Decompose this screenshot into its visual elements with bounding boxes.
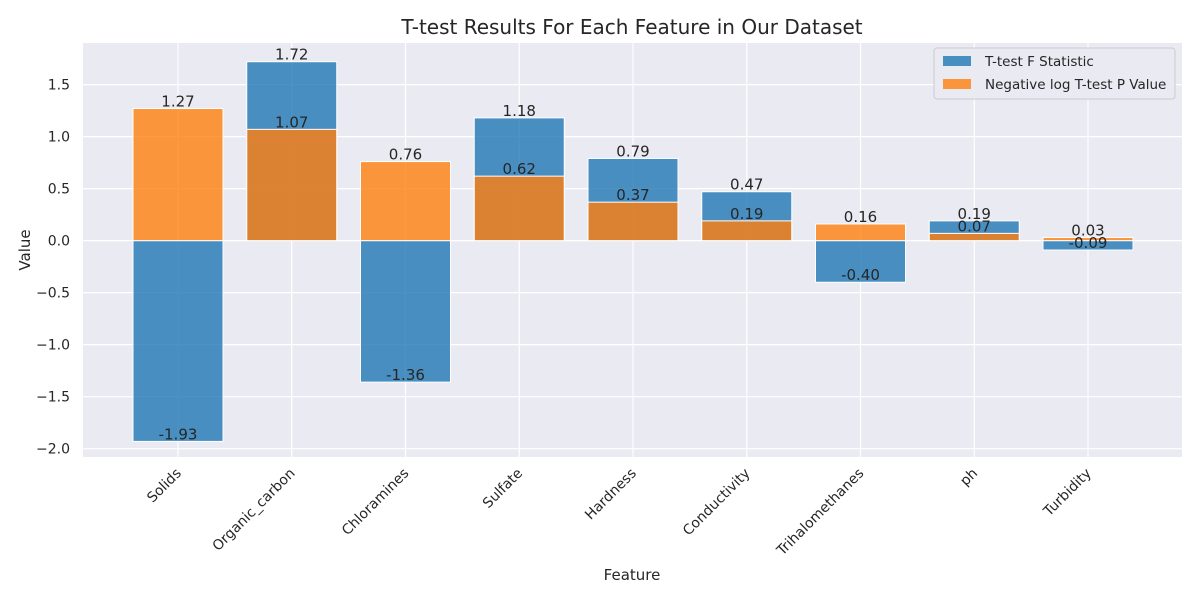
y-tick-label: −0.5 <box>36 286 70 302</box>
legend-swatch-f-statistic <box>943 56 971 66</box>
x-axis-title: Feature <box>604 566 661 584</box>
value-label-f-statistic-solids: -1.93 <box>159 425 198 443</box>
bar-neglog-p-solids <box>132 108 224 242</box>
bar-f-statistic-trihalomethanes <box>815 240 906 283</box>
bar-f-statistic-solids <box>132 240 224 442</box>
value-label-neglog-p-solids: 1.27 <box>161 93 194 111</box>
x-tick-label-turbidity: Turbidity <box>1040 466 1095 521</box>
y-tick-label: 1.0 <box>48 130 70 146</box>
x-tick-label-sulfate: Sulfate <box>480 466 526 512</box>
x-tick-label-ph: ph <box>957 466 981 490</box>
value-label-neglog-p-chloramines: 0.76 <box>389 146 422 164</box>
value-label-neglog-p-sulfate: 0.62 <box>503 160 536 178</box>
x-tick-label-organic-carbon: Organic_carbon <box>210 466 299 555</box>
chart-title: T-test Results For Each Feature in Our D… <box>400 15 862 39</box>
legend-box <box>933 47 1176 100</box>
y-tick-label: 0.5 <box>48 182 70 198</box>
bar-neglog-p-organic-carbon <box>246 128 338 242</box>
value-label-neglog-p-organic-carbon: 1.07 <box>275 113 308 131</box>
value-label-neglog-p-hardness: 0.37 <box>616 186 649 204</box>
x-axis-ticks: Solids Organic_carbon Chloramines Sulfate Ha… <box>144 466 1095 560</box>
legend-label-f-statistic: T-test F Statistic <box>984 54 1094 70</box>
value-label-neglog-p-conductivity: 0.19 <box>730 205 763 223</box>
value-label-neglog-p-ph: 0.07 <box>958 217 991 235</box>
bar-neglog-p-ph <box>928 232 1020 242</box>
bars <box>132 61 1134 442</box>
bar-neglog-p-trihalomethanes <box>815 223 906 242</box>
y-axis-ticks: −2.0 −1.5 −1.0 −0.5 0.0 0.5 1.0 1.5 <box>36 78 70 458</box>
value-label-f-statistic-ph: 0.19 <box>958 205 991 223</box>
bar-neglog-p-sulfate <box>473 175 565 242</box>
bar-neglog-p-conductivity <box>701 220 793 242</box>
y-tick-label: −2.0 <box>36 442 70 458</box>
value-label-f-statistic-organic-carbon: 1.72 <box>275 46 308 64</box>
bar-f-statistic-chloramines <box>360 240 451 383</box>
y-tick-label: 0.0 <box>48 234 70 250</box>
y-tick-label: −1.0 <box>36 338 70 354</box>
value-label-f-statistic-trihalomethanes: -0.40 <box>841 266 880 284</box>
value-label-f-statistic-conductivity: 0.47 <box>730 176 763 194</box>
value-label-f-statistic-chloramines: -1.36 <box>386 366 425 384</box>
x-tick-label-chloramines: Chloramines <box>339 466 412 539</box>
legend-label-neglog-p-value: Negative log T-test P Value <box>985 77 1166 93</box>
bar-neglog-p-chloramines <box>360 161 451 242</box>
x-tick-label-hardness: Hardness <box>582 466 640 524</box>
bar-neglog-p-hardness <box>587 201 679 242</box>
value-labels: -1.93 1.72 -1.36 1.18 0.79 0.47 -0.40 0.19 -0.09… <box>159 46 1108 444</box>
y-tick-label: −1.5 <box>36 390 70 406</box>
x-tick-label-trihalomethanes: Trihalomethanes <box>773 466 867 560</box>
y-axis-title: Value <box>16 229 34 270</box>
value-label-f-statistic-sulfate: 1.18 <box>503 102 536 120</box>
x-tick-label-conductivity: Conductivity <box>680 466 754 540</box>
bar-neglog-p-turbidity <box>1042 237 1134 242</box>
value-label-f-statistic-hardness: 0.79 <box>616 142 649 160</box>
legend-swatch-neglog-p-value <box>943 79 971 89</box>
y-tick-label: 1.5 <box>48 78 70 94</box>
x-tick-label-solids: Solids <box>144 466 185 507</box>
value-label-neglog-p-turbidity: 0.03 <box>1071 222 1104 240</box>
legend: T-test F Statistic Negative log T-test P… <box>933 47 1176 100</box>
value-label-neglog-p-trihalomethanes: 0.16 <box>844 208 877 226</box>
value-label-f-statistic-turbidity: -0.09 <box>1069 234 1108 252</box>
